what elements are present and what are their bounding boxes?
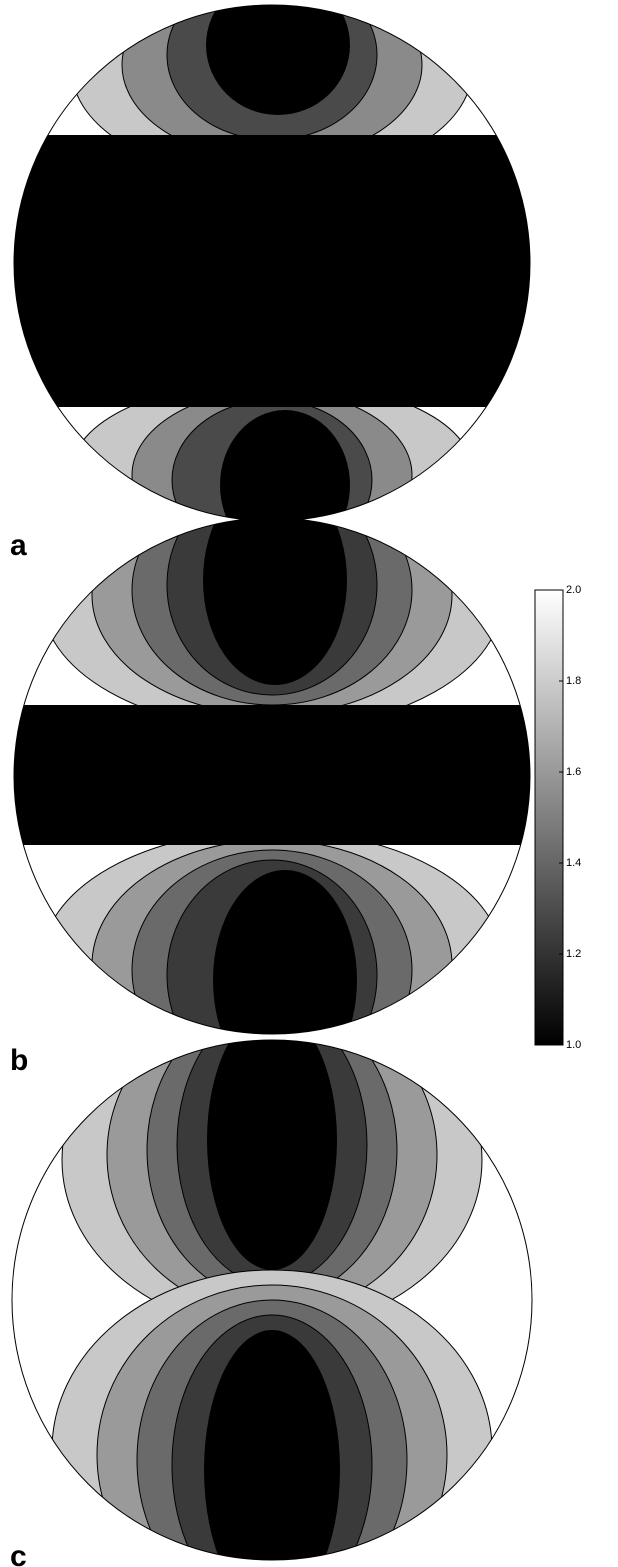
colorbar-tick-label: 1.2 [566,948,581,960]
contour-panel [14,5,530,521]
panel-label: a [10,529,27,562]
colorbar-tick-label: 1.0 [566,1039,581,1051]
contour-panel [14,518,530,1034]
panel-label: c [10,1540,27,1567]
panel-border [11,1039,533,1561]
colorbar [534,589,564,1046]
colorbar-tick-label: 2.0 [566,584,581,596]
colorbar-tick-label: 1.6 [566,766,581,778]
panel-label: b [10,1044,28,1077]
panel-border [13,517,531,1035]
colorbar-tick-label: 1.8 [566,675,581,687]
colorbar-tick-label: 1.4 [566,857,581,869]
